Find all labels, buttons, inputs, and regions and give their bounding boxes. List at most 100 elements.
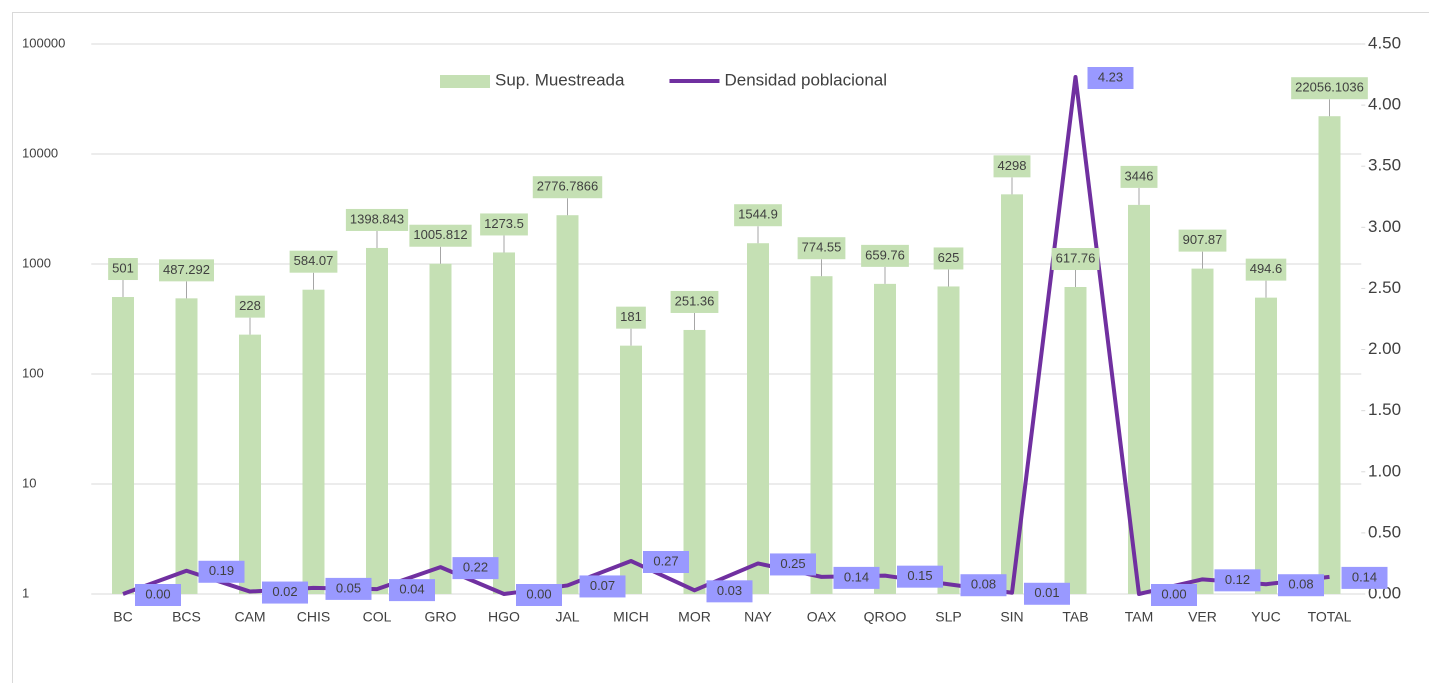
bar-value-label: 228 xyxy=(239,298,261,313)
line-value-label: 0.00 xyxy=(145,586,170,601)
line-value-label: 0.00 xyxy=(1161,586,1186,601)
bar-value-label: 907.87 xyxy=(1183,232,1223,247)
line-value-label: 0.27 xyxy=(653,553,678,568)
line-value-label: 0.22 xyxy=(463,560,488,575)
line-value-label: 0.14 xyxy=(844,569,869,584)
line-label-box xyxy=(135,584,181,606)
bar-value-label: 774.55 xyxy=(802,240,842,255)
y2-tick-label: 3.00 xyxy=(1368,217,1401,236)
x-tick-label: TAB xyxy=(1062,609,1088,625)
bar-label-box xyxy=(1245,258,1287,281)
bar xyxy=(937,286,960,594)
line-label-box xyxy=(706,580,753,603)
line-label-box xyxy=(833,566,880,589)
bar-label-box xyxy=(861,244,909,267)
bar-label-box xyxy=(1120,165,1158,188)
bar xyxy=(747,243,769,595)
line-label-box xyxy=(389,579,435,602)
bar xyxy=(620,345,642,594)
bar xyxy=(1128,204,1150,594)
bar xyxy=(1001,194,1023,594)
y-tick-label: 100000 xyxy=(22,35,65,50)
line-label-box xyxy=(579,575,626,598)
x-tick-label: GRO xyxy=(425,609,457,625)
y2-tick-label: 4.50 xyxy=(1368,33,1401,52)
line xyxy=(122,75,1330,596)
bar xyxy=(302,289,325,594)
line-label-box xyxy=(1278,574,1324,597)
bar-value-label: 617.76 xyxy=(1056,250,1096,265)
line-value-label: 4.23 xyxy=(1098,69,1123,84)
line-value-label: 0.14 xyxy=(1352,569,1377,584)
line-value-label: 0.12 xyxy=(1225,572,1250,587)
bar-value-label: 584.07 xyxy=(294,253,334,268)
bar-value-label: 1273.5 xyxy=(484,216,524,231)
bar xyxy=(1191,268,1214,594)
bar-value-label: 494.6 xyxy=(1250,261,1283,276)
bar-label-box xyxy=(108,258,138,281)
bar-label-box xyxy=(235,295,265,318)
line-value-label: 0.03 xyxy=(717,583,742,598)
bar-label-box xyxy=(345,208,409,231)
bar xyxy=(874,283,896,594)
y-tick-label: 10000 xyxy=(22,145,58,160)
x-tick-label: MICH xyxy=(613,609,649,625)
x-tick-label: NAY xyxy=(744,609,772,625)
y-tick-label: 1000 xyxy=(22,255,51,270)
line-label-box xyxy=(262,581,308,604)
bar-value-label: 1005.812 xyxy=(413,227,467,242)
bar-label-box xyxy=(734,204,782,227)
line-label-box xyxy=(516,584,562,606)
bar-label-box xyxy=(1178,229,1227,252)
line-value-label: 0.15 xyxy=(907,568,932,583)
x-tick-label: QROO xyxy=(864,609,907,625)
line-label-box xyxy=(1024,582,1070,605)
legend-label: Sup. Muestreada xyxy=(495,70,625,89)
bar-label-box xyxy=(797,237,846,260)
y2-tick-label: 3.50 xyxy=(1368,156,1401,175)
line-label-box xyxy=(1214,569,1261,592)
bar-label-box xyxy=(670,290,719,313)
x-tick-label: OAX xyxy=(807,609,837,625)
line-value-label: 0.02 xyxy=(272,584,297,599)
bar-value-label: 251.36 xyxy=(675,293,715,308)
bar xyxy=(112,297,134,594)
bar-label-box xyxy=(289,250,338,273)
line-value-label: 0.19 xyxy=(209,563,234,578)
bar-value-label: 659.76 xyxy=(865,247,905,262)
y-tick-label: 100 xyxy=(22,365,44,380)
bar xyxy=(1255,297,1277,594)
bar-value-label: 22056.1036 xyxy=(1295,80,1364,95)
bar-label-box xyxy=(1051,248,1100,271)
x-tick-label: HGO xyxy=(488,609,520,625)
bar-value-label: 4298 xyxy=(998,158,1027,173)
x-tick-label: MOR xyxy=(678,609,711,625)
bar-value-label: 3446 xyxy=(1125,168,1154,183)
line-value-label: 0.05 xyxy=(336,580,361,595)
line-label-box xyxy=(198,560,245,583)
x-tick-label: SLP xyxy=(935,609,961,625)
x-tick-label: BC xyxy=(113,609,132,625)
x-tick-label: COL xyxy=(363,609,392,625)
line-label-box xyxy=(770,553,816,576)
line-label-box xyxy=(1341,566,1388,589)
x-tick-label: YUC xyxy=(1251,609,1281,625)
bar-label-box xyxy=(480,213,528,236)
line-label-box xyxy=(897,565,943,588)
bar-value-label: 1398.843 xyxy=(350,211,404,226)
line-label-box xyxy=(325,577,372,600)
y2-tick-label: 2.00 xyxy=(1368,339,1401,358)
y2-tick-label: 1.00 xyxy=(1368,461,1401,480)
bar xyxy=(1318,116,1341,595)
line-label-box xyxy=(452,557,499,580)
bar-value-label: 625 xyxy=(938,250,960,265)
y-tick-label: 1 xyxy=(22,585,29,600)
bar xyxy=(493,252,515,594)
y2-tick-label: 2.50 xyxy=(1368,278,1401,297)
line-value-label: 0.01 xyxy=(1034,585,1059,600)
bar xyxy=(175,298,198,594)
bar-value-label: 501 xyxy=(112,260,134,275)
x-tick-label: TAM xyxy=(1125,609,1154,625)
bar xyxy=(556,215,579,594)
